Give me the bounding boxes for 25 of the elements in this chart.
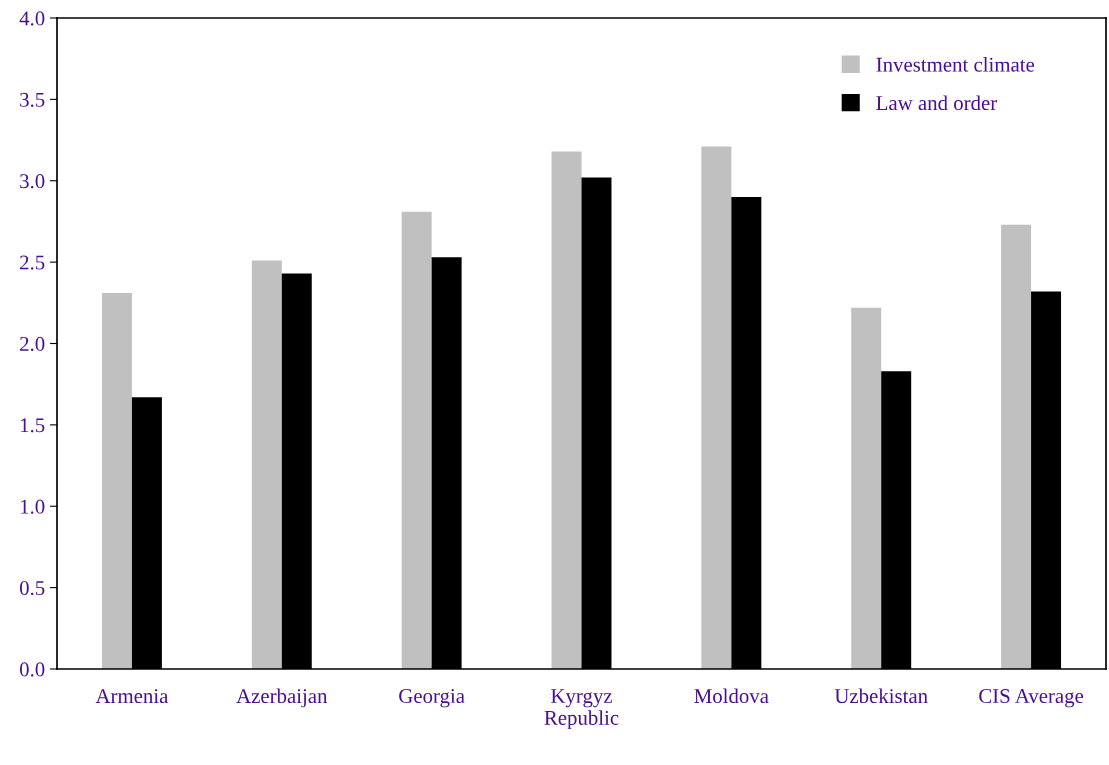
- y-tick-label: 2.5: [20, 255, 45, 270]
- y-tick-label: 0.5: [19, 581, 45, 596]
- x-tick-label: Uzbekistan: [834, 688, 928, 704]
- y-tick-label: 3.5: [20, 92, 45, 107]
- bar: [701, 146, 732, 669]
- x-tick-label: CIS Average: [979, 689, 1084, 708]
- bar: [1001, 224, 1032, 669]
- y-tick-label: 2.0: [20, 336, 45, 352]
- y-tick-label: 3.0: [20, 174, 45, 189]
- bar: [851, 307, 882, 669]
- y-tick-label: 1.0: [20, 499, 45, 514]
- x-tick-label: Kyrgyz Republic: [544, 689, 619, 730]
- y-tick-label: 0.0: [19, 662, 45, 677]
- legend-label: Investment climate: [876, 57, 1035, 72]
- bar: [551, 151, 582, 669]
- x-tick-label: Azerbaijan: [236, 688, 328, 708]
- x-tick-label: Armenia: [95, 689, 169, 704]
- bar: [251, 260, 282, 669]
- x-tick-label: Moldova: [694, 688, 769, 704]
- bar: [401, 211, 432, 669]
- legend-label: Law and order: [876, 95, 997, 111]
- bar: [101, 293, 132, 669]
- y-tick-label: 4.0: [19, 11, 45, 26]
- y-tick-label: 1.5: [20, 418, 45, 433]
- x-tick-label: Georgia: [399, 689, 465, 708]
